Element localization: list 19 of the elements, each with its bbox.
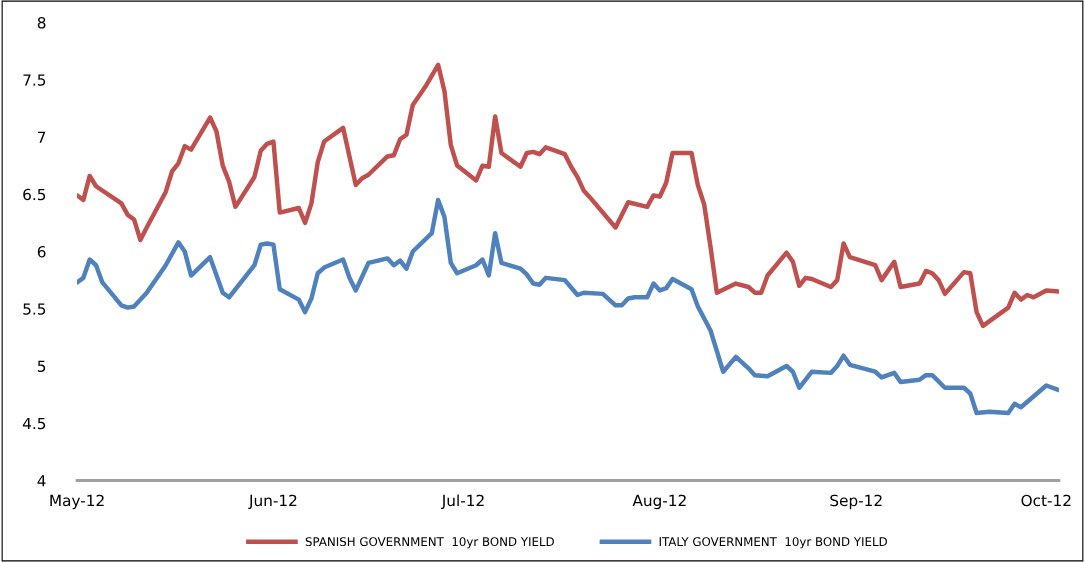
legend-label: ITALY GOVERNMENT 10yr BOND YIELD [659, 537, 887, 549]
legend-label: SPANISH GOVERNMENT 10yr BOND YIELD [305, 537, 554, 549]
y-tick-label: 4 [37, 475, 46, 487]
x-tick-label: May-12 [50, 494, 104, 510]
x-tick-label: Jun-12 [248, 494, 297, 510]
y-tick-label: 5.5 [23, 303, 46, 315]
x-tick-label: Oct-12 [1021, 494, 1071, 507]
x-tick-label: Jul-12 [440, 494, 484, 510]
x-tick-label: Sep-12 [830, 494, 882, 510]
y-tick-label: 7.5 [23, 74, 46, 86]
y-tick-label: 6 [37, 245, 46, 258]
y-tick-label: 7 [38, 131, 46, 143]
y-tick-label: 8 [37, 16, 46, 29]
line-series [77, 197, 1059, 416]
line-series [77, 62, 1059, 329]
y-tick-label: 4.5 [22, 417, 46, 430]
y-tick-label: 6.5 [23, 188, 46, 201]
y-tick-label: 5 [37, 360, 46, 373]
x-tick-label: Aug-12 [632, 494, 686, 510]
